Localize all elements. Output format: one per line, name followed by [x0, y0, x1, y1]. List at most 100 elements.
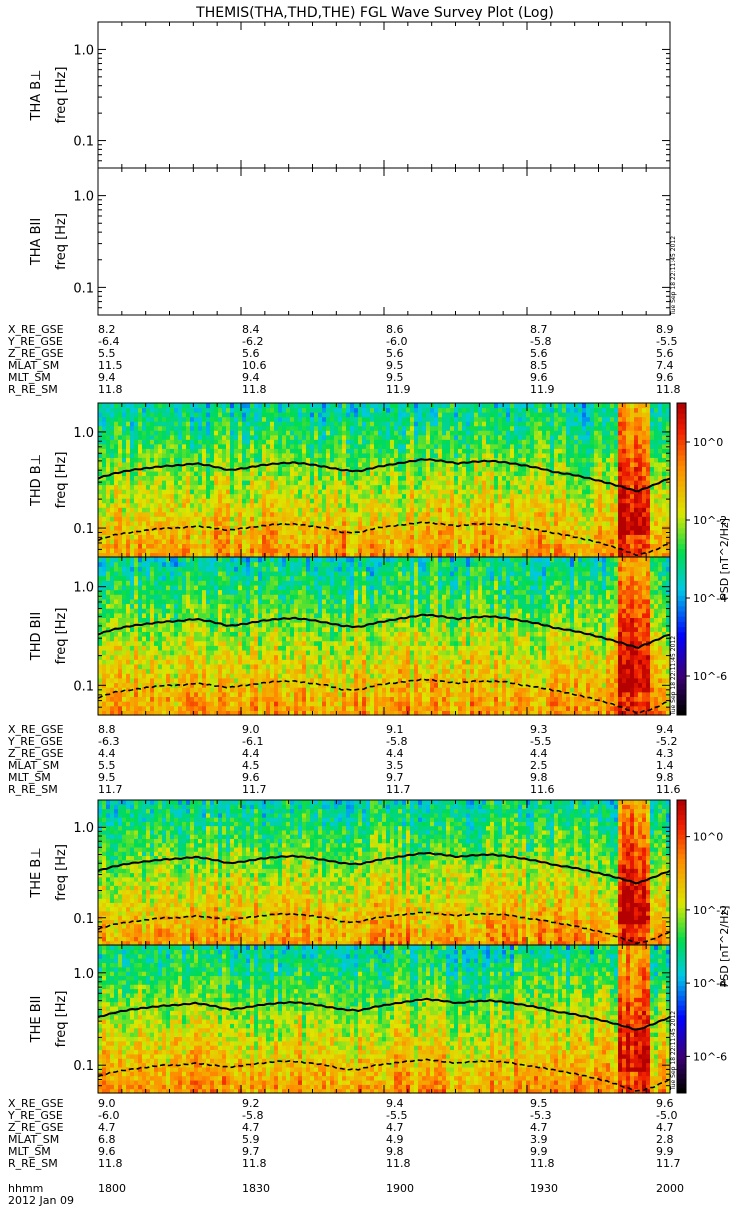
spectrogram-cell — [222, 485, 227, 490]
spectrogram-cell — [442, 489, 447, 494]
spectrogram-cell — [602, 494, 607, 499]
spectrogram-cell — [238, 412, 243, 417]
spectrogram-cell — [310, 498, 315, 503]
spectrogram-cell — [410, 408, 415, 413]
spectrogram-cell — [190, 498, 195, 503]
spectrogram-cell — [602, 403, 607, 408]
spectrogram-cell — [406, 539, 411, 544]
spectrogram-cell — [110, 485, 115, 490]
spectrogram-cell — [514, 475, 519, 480]
spectrogram-cell — [506, 543, 511, 548]
spectrogram-cell — [658, 503, 663, 508]
spectrogram-cell — [246, 494, 251, 499]
spectrogram-cell — [502, 444, 507, 449]
spectrogram-cell — [562, 430, 567, 435]
spectrogram-cell — [310, 444, 315, 449]
spectrogram-cell — [662, 439, 667, 444]
spectrogram-cell — [254, 494, 259, 499]
spectrogram-cell — [598, 408, 603, 413]
spectrogram-cell — [230, 435, 235, 440]
spectrogram-cell — [394, 408, 399, 413]
spectrogram-cell — [130, 408, 135, 413]
spectrogram-cell — [314, 403, 319, 408]
spectrogram-cell — [618, 430, 623, 435]
spectrogram-cell — [462, 439, 467, 444]
spectrogram-cell — [638, 426, 643, 431]
spectrogram-cell — [486, 485, 491, 490]
spectrogram-cell — [614, 403, 619, 408]
spectrogram-cell — [334, 430, 339, 435]
spectrogram-cell — [378, 521, 383, 526]
spectrogram-cell — [174, 507, 179, 512]
spectrogram-cell — [482, 475, 487, 480]
spectrogram-cell — [366, 534, 371, 539]
spectrogram-cell — [466, 466, 471, 471]
spectrogram-cell — [638, 516, 643, 521]
spectrogram-cell — [270, 439, 275, 444]
spectrogram-cell — [562, 444, 567, 449]
spectrogram-cell — [146, 480, 151, 485]
spectrogram-cell — [606, 534, 611, 539]
spectrogram-cell — [574, 462, 579, 467]
spectrogram-cell — [406, 516, 411, 521]
spectrogram-cell — [566, 475, 571, 480]
spectrogram-cell — [422, 435, 427, 440]
spectrogram-cell — [634, 412, 639, 417]
spectrogram-cell — [250, 408, 255, 413]
spectrogram-cell — [334, 543, 339, 548]
spectrogram-cell — [478, 512, 483, 517]
spectrogram-cell — [150, 521, 155, 526]
spectrogram-cell — [630, 539, 635, 544]
spectrogram-cell — [314, 475, 319, 480]
spectrogram-cell — [246, 485, 251, 490]
spectrogram-cell — [578, 448, 583, 453]
spectrogram-cell — [182, 489, 187, 494]
spectrogram-cell — [530, 543, 535, 548]
spectrogram-cell — [566, 466, 571, 471]
spectrogram-cell — [638, 512, 643, 517]
spectrogram-cell — [490, 448, 495, 453]
spectrogram-cell — [342, 498, 347, 503]
spectrogram-cell — [358, 457, 363, 462]
spectrogram-cell — [474, 421, 479, 426]
spectrogram-cell — [238, 548, 243, 553]
spectrogram-cell — [258, 507, 263, 512]
spectrogram-cell — [106, 548, 111, 553]
spectrogram-cell — [106, 426, 111, 431]
spectrogram-cell — [386, 475, 391, 480]
spectrogram-cell — [642, 466, 647, 471]
spectrogram-cell — [514, 485, 519, 490]
spectrogram-cell — [330, 457, 335, 462]
spectrogram-cell — [138, 525, 143, 530]
spectrogram-cell — [454, 548, 459, 553]
spectrogram-cell — [178, 480, 183, 485]
spectrogram-cell — [446, 539, 451, 544]
spectrogram-cell — [122, 512, 127, 517]
spectrogram-cell — [458, 543, 463, 548]
spectrogram-cell — [282, 516, 287, 521]
spectrogram-cell — [370, 412, 375, 417]
spectrogram-cell — [226, 516, 231, 521]
spectrogram-cell — [314, 503, 319, 508]
spectrogram-cell — [142, 435, 147, 440]
spectrogram-cell — [650, 512, 655, 517]
spectrogram-cell — [194, 548, 199, 553]
spectrogram-cell — [542, 439, 547, 444]
spectrogram-cell — [418, 539, 423, 544]
spectrogram-cell — [462, 494, 467, 499]
spectrogram-cell — [494, 412, 499, 417]
spectrogram-cell — [222, 489, 227, 494]
spectrogram-cell — [122, 421, 127, 426]
spectrogram-cell — [554, 525, 559, 530]
spectrogram-cell — [446, 507, 451, 512]
spectrogram-cell — [198, 503, 203, 508]
spectrogram-cell — [146, 421, 151, 426]
spectrogram-cell — [570, 539, 575, 544]
spectrogram-cell — [138, 439, 143, 444]
spectrogram-cell — [658, 421, 663, 426]
spectrogram-cell — [414, 530, 419, 535]
spectrogram-cell — [394, 494, 399, 499]
spectrogram-cell — [490, 503, 495, 508]
spectrogram-cell — [186, 412, 191, 417]
spectrogram-cell — [490, 480, 495, 485]
